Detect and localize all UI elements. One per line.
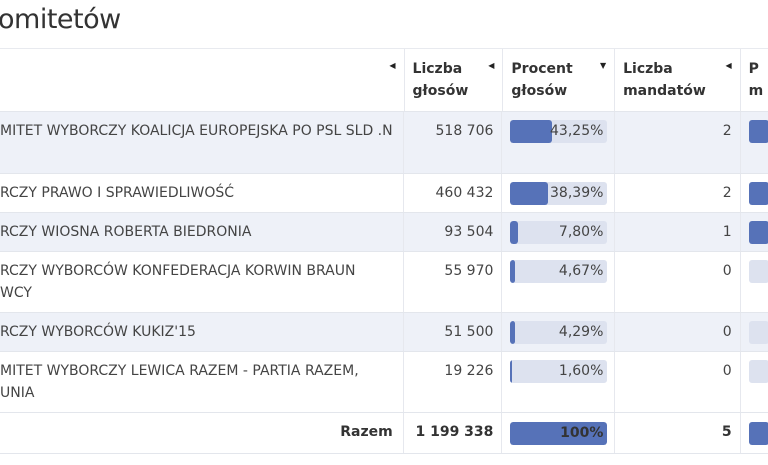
percent-bar-fill — [510, 422, 608, 445]
header-seats[interactable]: Liczba mandatów ◀ — [615, 49, 741, 111]
percent-cell: 1,60% — [502, 352, 616, 412]
table-header: ◀ Liczba głosów ◀ Procent głosów ▼ Liczba man… — [0, 49, 768, 112]
header-label: głosów — [511, 83, 568, 99]
seat-percent-cell — [741, 112, 768, 173]
seat-percent-cell — [741, 313, 768, 351]
seat-percent-cell — [741, 413, 768, 453]
header-label: m — [748, 83, 764, 99]
percent-cell: 4,67% — [502, 252, 616, 312]
header-label: P — [748, 61, 759, 77]
seats: 0 — [615, 313, 741, 351]
header-label: Procent — [511, 61, 573, 77]
percent-bar-fill — [510, 360, 512, 383]
percent-text: 100% — [560, 425, 604, 441]
seat-percent-cell — [741, 174, 768, 212]
sort-icon[interactable]: ◀ — [488, 61, 495, 70]
percent-bar: 1,60% — [510, 360, 608, 383]
percent-text: 4,29% — [558, 324, 604, 340]
seat-percent-bar — [748, 260, 768, 283]
committee-name: RCZY WYBORCÓW KONFEDERACJA KORWIN BRAUN W… — [0, 252, 404, 312]
seat-percent-cell — [741, 352, 768, 412]
seats: 2 — [615, 112, 741, 173]
percent-bar-fill — [510, 221, 518, 244]
table-row: MITET WYBORCZY LEWICA RAZEM - PARTIA RAZ… — [0, 352, 768, 413]
percent-bar-fill — [510, 120, 553, 143]
seat-percent-bar — [748, 182, 768, 205]
page-title: omitetów — [0, 4, 121, 35]
table-row: MITET WYBORCZY KOALICJA EUROPEJSKA PO PS… — [0, 112, 768, 174]
table-row: RCZY WIOSNA ROBERTA BIEDRONIA 93 504 7,8… — [0, 213, 768, 252]
percent-text: 4,67% — [558, 263, 604, 279]
percent-cell: 4,29% — [502, 313, 616, 351]
percent-bar: 4,29% — [510, 321, 608, 344]
total-percent-cell: 100% — [502, 413, 616, 453]
header-votes[interactable]: Liczba głosów ◀ — [405, 49, 504, 111]
total-row: Razem 1 199 338 100% 5 — [0, 413, 768, 454]
seat-percent-bar — [748, 360, 768, 383]
seat-percent-cell — [741, 213, 768, 251]
results-table: ◀ Liczba głosów ◀ Procent głosów ▼ Liczba man… — [0, 48, 768, 454]
seats: 0 — [615, 352, 741, 412]
seat-percent-bar — [748, 221, 768, 244]
percent-bar: 100% — [510, 422, 608, 445]
committee-name-line: RCZY PRAWO I SPRAWIEDLIWOŚĆ — [0, 185, 235, 201]
percent-bar-fill — [510, 182, 548, 205]
votes: 518 706 — [404, 112, 503, 173]
table-row: RCZY WYBORCÓW KUKIZ'15 51 500 4,29% 0 — [0, 313, 768, 352]
seats: 1 — [615, 213, 741, 251]
percent-bar-fill — [510, 260, 515, 283]
percent-cell: 38,39% — [502, 174, 616, 212]
percent-cell: 43,25% — [502, 112, 616, 173]
header-label: mandatów — [623, 83, 706, 99]
percent-text: 1,60% — [558, 363, 604, 379]
header-label: Liczba — [412, 61, 463, 77]
percent-text: 38,39% — [550, 185, 604, 201]
percent-bar-fill — [510, 321, 515, 344]
committee-name-line: RCZY WIOSNA ROBERTA BIEDRONIA — [0, 224, 252, 240]
percent-bar: 38,39% — [510, 182, 608, 205]
table-row: RCZY PRAWO I SPRAWIEDLIWOŚĆ 460 432 38,3… — [0, 174, 768, 213]
percent-cell: 7,80% — [502, 213, 616, 251]
seat-percent-bar — [748, 120, 768, 143]
seat-percent-cell — [741, 252, 768, 312]
header-name[interactable]: ◀ — [0, 49, 405, 111]
seat-percent-bar — [748, 422, 768, 445]
votes: 51 500 — [404, 313, 503, 351]
committee-name: RCZY WYBORCÓW KUKIZ'15 — [0, 313, 404, 351]
committee-name-line: MITET WYBORCZY KOALICJA EUROPEJSKA PO PS… — [0, 123, 393, 139]
committee-name: MITET WYBORCZY KOALICJA EUROPEJSKA PO PS… — [0, 112, 404, 173]
committee-name-line: WCY — [0, 285, 32, 301]
committee-name-line: RCZY WYBORCÓW KUKIZ'15 — [0, 324, 196, 340]
header-percent[interactable]: Procent głosów ▼ — [503, 49, 616, 111]
total-seats: 5 — [615, 413, 741, 453]
votes: 460 432 — [404, 174, 503, 212]
total-votes: 1 199 338 — [404, 413, 503, 453]
sort-icon[interactable]: ◀ — [725, 61, 732, 70]
votes: 93 504 — [404, 213, 503, 251]
votes: 55 970 — [404, 252, 503, 312]
votes: 19 226 — [404, 352, 503, 412]
seats: 2 — [615, 174, 741, 212]
header-label: Liczba — [623, 61, 673, 77]
committee-name-line: RCZY WYBORCÓW KONFEDERACJA KORWIN BRAUN — [0, 263, 356, 279]
committee-name: RCZY WIOSNA ROBERTA BIEDRONIA — [0, 213, 404, 251]
sort-icon[interactable]: ◀ — [389, 61, 396, 70]
seats: 0 — [615, 252, 741, 312]
table-row: RCZY WYBORCÓW KONFEDERACJA KORWIN BRAUN W… — [0, 252, 768, 313]
percent-bar: 7,80% — [510, 221, 608, 244]
total-label: Razem — [0, 413, 404, 453]
committee-name: MITET WYBORCZY LEWICA RAZEM - PARTIA RAZ… — [0, 352, 404, 412]
header-label: głosów — [412, 83, 469, 99]
sort-desc-icon[interactable]: ▼ — [599, 61, 607, 70]
committee-name: RCZY PRAWO I SPRAWIEDLIWOŚĆ — [0, 174, 404, 212]
percent-bar: 43,25% — [510, 120, 608, 143]
percent-text: 7,80% — [558, 224, 604, 240]
percent-bar: 4,67% — [510, 260, 608, 283]
percent-text: 43,25% — [550, 123, 604, 139]
committee-name-line: MITET WYBORCZY LEWICA RAZEM - PARTIA RAZ… — [0, 363, 359, 401]
seat-percent-bar — [748, 321, 768, 344]
